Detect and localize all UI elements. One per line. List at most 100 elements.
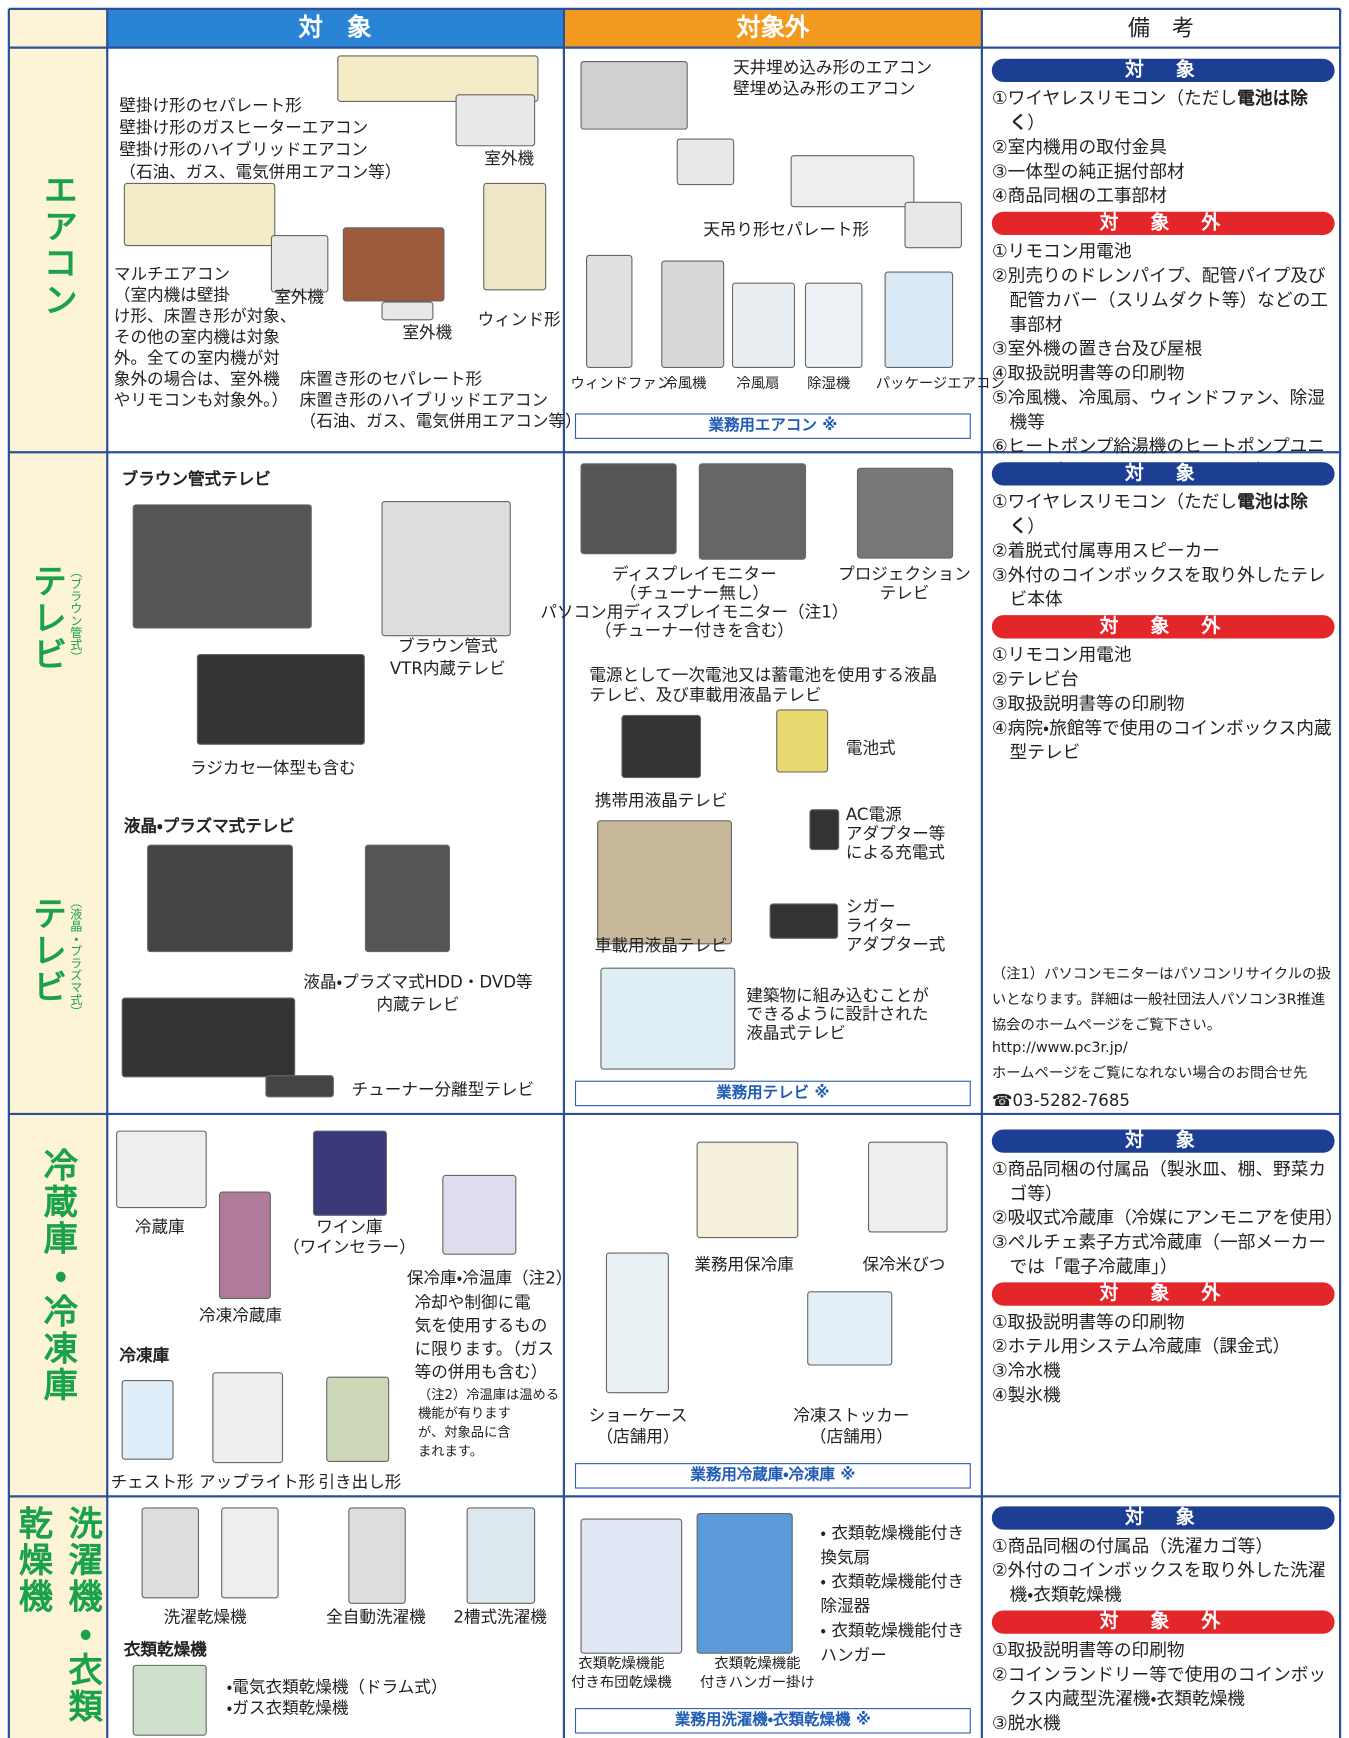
note-item: ①商品同梱の付属品（洗濯カゴ等） [991, 1535, 1274, 1557]
illustration [381, 301, 434, 321]
notes-heading: 対 象 外 [991, 211, 1335, 235]
illustration [790, 155, 915, 208]
label: ワイン庫 （ワインセラー） [283, 1217, 416, 1257]
label: プロジェクション テレビ [838, 565, 971, 603]
label: 電源として一次電池又は蓄電池を使用する液晶 テレビ、及び車載用液晶テレビ [589, 665, 937, 705]
illustration [696, 1141, 799, 1239]
text-line: 液晶式テレビ [746, 1023, 846, 1044]
text-line: 建築物に組み込むことが [746, 985, 929, 1006]
text-line: （チューナー無し） [619, 583, 770, 603]
text-line: ディスプレイモニター [612, 564, 777, 585]
notes-heading: 対 象 外 [991, 1282, 1335, 1306]
row-label: テレビ [25, 895, 66, 1006]
illustration [141, 1507, 200, 1599]
illustration [132, 1664, 207, 1736]
label: 壁掛け形のセパレート形 壁掛け形のガスヒーターエアコン 壁掛け形のハイブリッドエアコ… [119, 94, 401, 183]
text-line: VTR内蔵テレビ [389, 658, 506, 679]
label: 冷却や制御に電 気を使用するもの に限ります。（ガス 等の併用も含む） [415, 1291, 554, 1384]
label: ・ 衣類乾燥機能付き 換気扇・ 衣類乾燥機能付き 除湿器・ 衣類乾燥機能付き ハンガー [820, 1521, 964, 1667]
label: 業務用保冷庫 [694, 1254, 794, 1275]
notes: 対 象 ①ワイヤレスリモコン（ただし電池は除く） ②室内機用の取付金具 ③一体型の純正… [991, 55, 1335, 483]
note-item: ④取扱説明書等の印刷物 [991, 362, 1185, 384]
text-line: 電源として一次電池又は蓄電池を使用する液晶 [589, 665, 938, 685]
label: 冷蔵庫 [134, 1217, 185, 1237]
illustration [600, 967, 736, 1070]
label: 室外機 [402, 322, 453, 343]
text-line: （室内機は壁掛 [113, 284, 231, 305]
label: アップライト形 [199, 1471, 316, 1492]
text-line: できるように設計された [746, 1004, 929, 1025]
business-note: 業務用洗濯機・衣類乾燥機 ※ [574, 1708, 971, 1734]
illustration [466, 1507, 536, 1604]
label: 室外機 [484, 148, 535, 169]
row-label: 冷蔵庫・冷凍庫 [37, 1147, 77, 1404]
text-line: ライター [845, 915, 912, 936]
illustration [661, 260, 725, 368]
notes: 対 象 ①商品同梱の付属品（洗濯カゴ等） ②外付のコインボックスを取り外した洗濯機・… [991, 1503, 1335, 1738]
note-item: ④衣類乾燥機置き台 [992, 1736, 1335, 1738]
notes-heading: 対 象 [991, 462, 1335, 486]
label: 冷凍冷蔵庫 [199, 1305, 282, 1326]
label: http://www.pc3r.jp/ [991, 1039, 1128, 1057]
text-line: 換気扇 [820, 1547, 871, 1568]
label: ・電気衣類乾燥機（ドラム式） ・ガス衣類乾燥機 [227, 1677, 448, 1719]
note-item: ③冷水機 [991, 1360, 1061, 1382]
label: マルチエアコン （室内機は壁掛 け形、床置き形が対象、 その他の室内機は対象 外。全ての… [114, 264, 296, 411]
label: 衣類乾燥機能 付き布団乾燥機 [571, 1655, 672, 1693]
label: ウィンドファン [570, 375, 672, 393]
text-line: （石油、ガス、電気併用エアコン等） [119, 161, 402, 182]
header-non-target-bg [563, 8, 982, 48]
label-column [8, 47, 108, 1738]
text-line: パソコン用ディスプレイモニター（注1） [540, 601, 849, 622]
row-label-sub: （液晶・プラズマ式） [68, 895, 83, 1018]
note-item: ①ワイヤレスリモコン（ただし電池は除く） [992, 86, 1335, 135]
text-line: （石油、ガス、電気併用エアコン等） [299, 411, 582, 432]
note-item: ④商品同梱の工事部材 [991, 185, 1167, 207]
label: 洗濯乾燥機 [163, 1607, 247, 1628]
text-line: が、対象品に含 [417, 1424, 511, 1440]
illustration [597, 820, 732, 945]
label: 冷風扇 [736, 375, 780, 393]
text-line: （チューナー付きを含む） [594, 620, 794, 641]
text-line: ・ 衣類乾燥機能付き [820, 1571, 965, 1592]
note-item: ③脱水機 [991, 1712, 1061, 1734]
label: ウィンド形 [477, 309, 561, 330]
text-line: 壁掛け形のハイブリッドエアコン [119, 139, 368, 160]
label: 冷凍庫 [119, 1345, 170, 1366]
illustration [312, 1130, 387, 1216]
label: 液晶・プラズマ式HDD・DVD等 内蔵テレビ [303, 971, 532, 1015]
note-text: ①ワイヤレスリモコン（ただし [991, 491, 1238, 513]
label: AC電源 アダプター等 による充電式 [846, 805, 946, 863]
illustration [580, 1518, 683, 1654]
text-line: やリモコンも対象外。） [113, 390, 289, 411]
note-item: ①取扱説明書等の印刷物 [991, 1639, 1185, 1661]
label: ブラウン管式 VTR内蔵テレビ [390, 635, 506, 679]
header-cell: 備 考 [1127, 14, 1195, 42]
text-line: 象外の場合は、室外機 [113, 369, 280, 390]
text-line: 内蔵テレビ [376, 994, 460, 1015]
label: ☎03-5282-7685 [991, 1090, 1130, 1111]
note-item: ②吸収式冷蔵庫（冷媒にアンモニアを使用） [991, 1207, 1344, 1229]
label: 保冷米びつ [862, 1254, 946, 1275]
text-line: その他の室内機は対象 [113, 326, 280, 347]
illustration [698, 463, 807, 560]
text-line: 除湿器 [820, 1596, 871, 1617]
notes: 対 象 ①ワイヤレスリモコン（ただし電池は除く） ②着脱式付属専用スピーカー ③外付の… [991, 459, 1335, 765]
text-line: まれます。 [417, 1443, 483, 1459]
illustration [586, 254, 633, 368]
label: 引き出し形 [318, 1471, 402, 1492]
illustration [884, 271, 954, 368]
text-line: ワイン庫 [316, 1217, 383, 1237]
label: シガー ライター アダプター式 [845, 897, 946, 955]
label: 2槽式洗濯機 [453, 1607, 547, 1628]
corner [8, 8, 108, 48]
note-item: ②室内機用の取付金具 [991, 136, 1167, 158]
label: 全自動洗濯機 [326, 1607, 426, 1628]
label: 電池式 [845, 738, 896, 759]
text-line: 等の併用も含む） [414, 1362, 548, 1383]
illustration [856, 467, 954, 559]
text-line: 付きハンガー掛け [699, 1674, 815, 1692]
label: （注2）冷温庫は温める 機能が有ります が、対象品に含 まれます。 [418, 1386, 559, 1461]
note-text: 電池は除く [1009, 491, 1308, 537]
text-line: 床置き形のセパレート形 [299, 369, 483, 390]
